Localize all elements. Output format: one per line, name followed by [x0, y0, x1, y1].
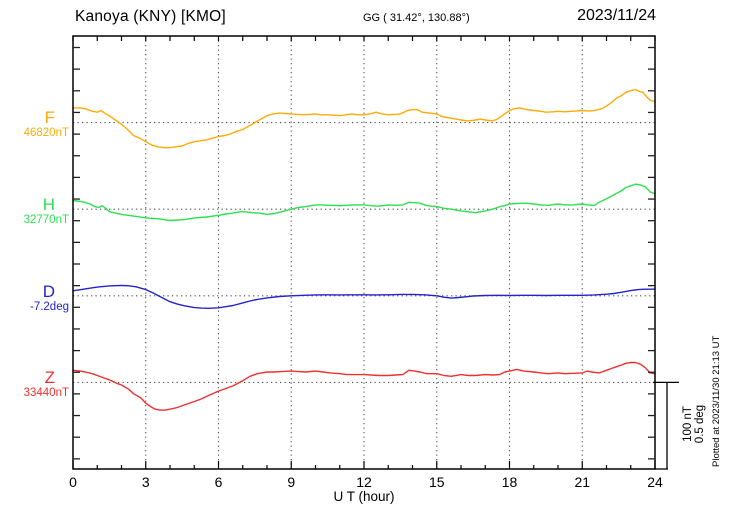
plotted-at-note: Plotted at 2023/11/30 21:13 UT: [711, 335, 722, 467]
scale-bar-label-nt: 100 nT: [682, 406, 694, 442]
grid-layer: [73, 36, 655, 469]
x-tick-label-9: 9: [287, 474, 295, 490]
series-letter-D: D: [42, 282, 55, 301]
x-tick-label-0: 0: [69, 474, 77, 490]
plot-date: 2023/11/24: [577, 7, 656, 24]
x-tick-label-21: 21: [574, 474, 590, 490]
x-axis-label: U T (hour): [333, 489, 395, 504]
series-letter-Z: Z: [44, 368, 55, 387]
x-tick-label-12: 12: [356, 474, 372, 490]
x-tick-label-15: 15: [429, 474, 445, 490]
scale-bar-label-deg: 0.5 deg: [694, 405, 706, 443]
series-letter-F: F: [44, 108, 55, 127]
series-baseline-F: 46820nT: [23, 127, 69, 139]
station-title: Kanoya (KNY) [KMO]: [75, 8, 226, 25]
series-baseline-H: 32770nT: [23, 214, 69, 226]
curve-Z: [72, 361, 656, 411]
curve-F: [72, 88, 656, 149]
tick-layer: [72, 36, 656, 469]
series-baseline-Z: 33440nT: [23, 387, 69, 399]
x-tick-label-layer: 0 3 6 9 12 15 18 21 24: [69, 474, 663, 490]
x-tick-label-6: 6: [215, 474, 223, 490]
series-baseline-D: -7.2deg: [29, 301, 69, 313]
series-letter-H: H: [42, 195, 55, 214]
scale-bar-layer: [653, 381, 679, 470]
x-tick-label-18: 18: [502, 474, 518, 490]
curve-D: [72, 284, 656, 309]
geographic-coordinates: GG ( 31.42°, 130.88°): [363, 12, 470, 24]
curve-H: [72, 183, 656, 222]
x-tick-label-24: 24: [647, 474, 663, 490]
x-tick-label-3: 3: [142, 474, 150, 490]
curve-layer: [72, 88, 656, 411]
